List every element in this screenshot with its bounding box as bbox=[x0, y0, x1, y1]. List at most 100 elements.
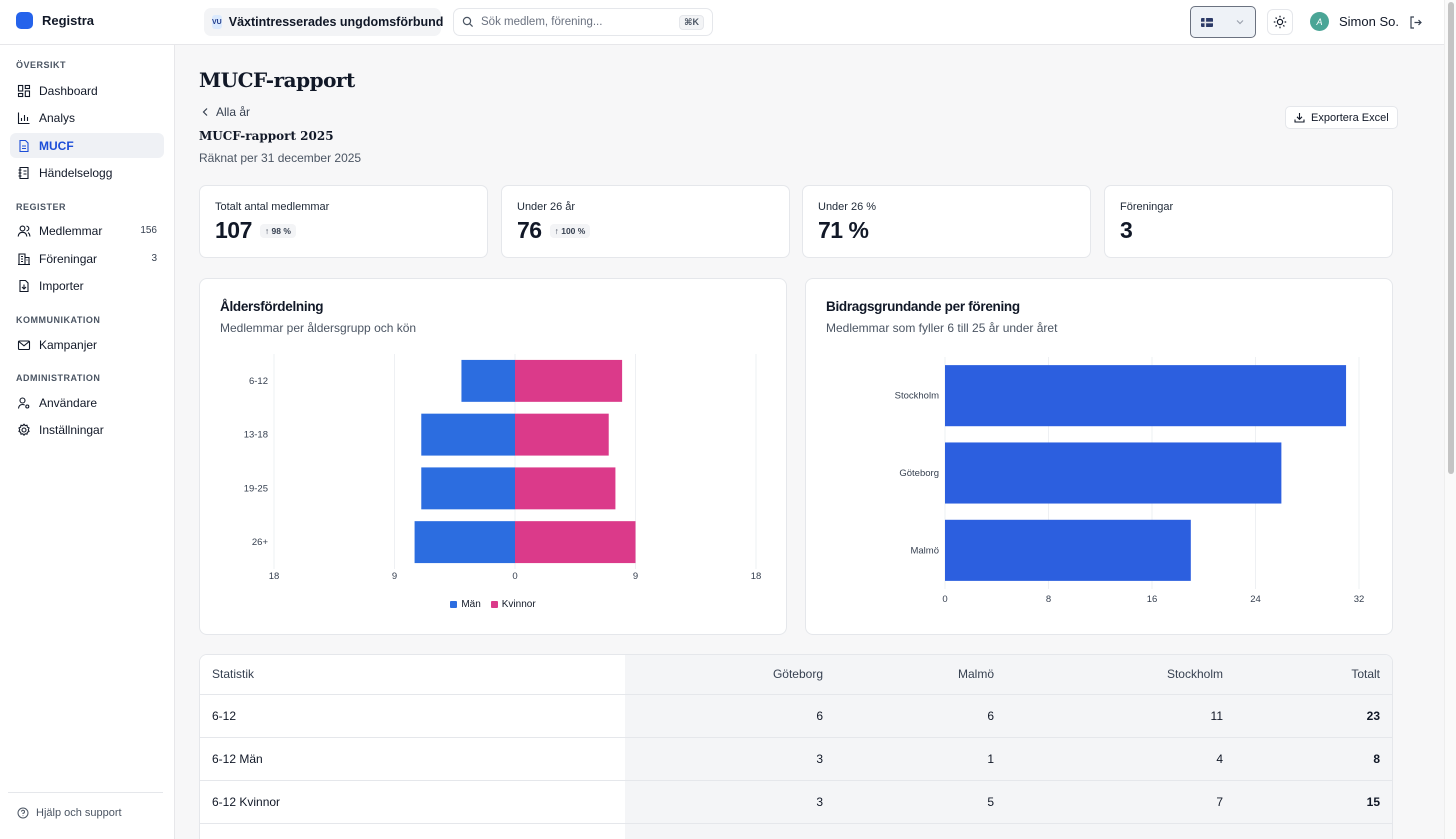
kpi-value: 107 bbox=[215, 217, 252, 243]
section-label-oversikt: ÖVERSIKT bbox=[16, 60, 67, 70]
kpi-total-members: Totalt antal medlemmar 107 ↑ 98 % bbox=[199, 185, 488, 258]
search-input[interactable] bbox=[481, 16, 673, 28]
y-tick-label: Malmö bbox=[910, 545, 939, 556]
bar bbox=[945, 365, 1347, 427]
sidebar-item-foreningar[interactable]: Föreningar 3 bbox=[10, 246, 164, 271]
y-tick-label: 19-25 bbox=[244, 483, 268, 494]
export-excel-button[interactable]: Exportera Excel bbox=[1285, 106, 1398, 129]
app-name: Registra bbox=[42, 13, 95, 28]
table-cell-total: 8 bbox=[1235, 737, 1392, 781]
logo-mark bbox=[16, 12, 33, 29]
table-cell: 3 bbox=[625, 737, 835, 781]
kpi-label: Under 26 år bbox=[517, 201, 576, 213]
sidebar-item-mucf[interactable]: MUCF bbox=[10, 133, 164, 158]
sidebar: ÖVERSIKT Dashboard Analys MUCF Händelsel… bbox=[0, 45, 175, 839]
chevron-down-icon bbox=[1236, 20, 1244, 25]
sidebar-item-installningar[interactable]: Inställningar bbox=[10, 417, 164, 442]
legend-item-women[interactable]: Kvinnor bbox=[490, 599, 536, 610]
association-bar-chart: 0 8 16 24 32 Stockholm Göteborg Malmö bbox=[895, 357, 1365, 605]
sidebar-item-importer[interactable]: Importer bbox=[10, 273, 164, 298]
scrollbar[interactable] bbox=[1444, 0, 1456, 839]
bar-men bbox=[421, 413, 515, 456]
column-header[interactable]: Totalt bbox=[1235, 655, 1392, 695]
sidebar-item-kampanjer[interactable]: Kampanjer bbox=[10, 332, 164, 357]
bar-women bbox=[515, 467, 616, 510]
kpi-delta-value: 100 % bbox=[561, 225, 586, 236]
x-tick-label: 9 bbox=[392, 571, 397, 582]
column-header[interactable]: Malmö bbox=[835, 655, 1006, 695]
y-tick-label: 13-18 bbox=[244, 430, 268, 441]
table-row: 6-12 Kvinnor 3 5 7 15 bbox=[200, 780, 1392, 824]
bar bbox=[945, 442, 1282, 504]
chart-subtitle: Medlemmar per åldersgrupp och kön bbox=[220, 321, 417, 335]
help-circle-icon bbox=[17, 807, 29, 819]
sidebar-item-label: Kampanjer bbox=[39, 337, 98, 352]
sun-icon bbox=[1273, 15, 1287, 29]
kpi-value: 3 bbox=[1120, 217, 1133, 243]
statistics-table-card: Statistik Göteborg Malmö Stockholm Total… bbox=[199, 654, 1393, 839]
grid-icon bbox=[17, 84, 31, 97]
kpi-delta-value: 98 % bbox=[271, 225, 291, 236]
bar-women bbox=[515, 359, 623, 402]
association-chart-card: 0 8 16 24 32 Stockholm Göteborg Malmö Bidragsgr… bbox=[805, 278, 1393, 635]
kpi-value: 76 bbox=[517, 217, 542, 243]
y-tick-label: Göteborg bbox=[899, 468, 939, 479]
bar-women bbox=[515, 521, 636, 564]
language-select[interactable] bbox=[1190, 6, 1256, 38]
sidebar-item-dashboard[interactable]: Dashboard bbox=[10, 78, 164, 103]
help-support-link[interactable]: Hjälp och support bbox=[8, 792, 163, 819]
bar bbox=[945, 519, 1191, 581]
column-header[interactable]: Statistik bbox=[200, 655, 625, 695]
legend-label: Män bbox=[461, 599, 481, 610]
sidebar-item-anvandare[interactable]: Användare bbox=[10, 390, 164, 415]
table-cell: 7 bbox=[1006, 780, 1235, 824]
table-cell: 6-12 Män bbox=[200, 737, 625, 781]
x-tick-label: 32 bbox=[1354, 594, 1365, 605]
bar-men bbox=[414, 521, 515, 564]
x-tick-label: 16 bbox=[1147, 594, 1158, 605]
chart-legend: Män Kvinnor bbox=[200, 599, 786, 610]
report-title: MUCF-rapport 2025 bbox=[199, 129, 334, 143]
logout-icon[interactable] bbox=[1408, 15, 1423, 30]
sidebar-item-label: Användare bbox=[39, 395, 98, 410]
sidebar-item-label: Föreningar bbox=[39, 251, 98, 266]
kpi-under-26-percent: Under 26 % 71 % bbox=[802, 185, 1091, 258]
table-row: 6-12 Män 3 1 4 8 bbox=[200, 737, 1392, 781]
user-menu[interactable]: A Simon So... bbox=[1310, 12, 1399, 31]
sidebar-item-analys[interactable]: Analys bbox=[10, 105, 164, 130]
legend-item-men[interactable]: Män bbox=[450, 599, 481, 610]
page-title: MUCF-rapport bbox=[199, 68, 355, 92]
theme-toggle-button[interactable] bbox=[1267, 9, 1293, 35]
log-icon bbox=[18, 166, 29, 179]
search-box[interactable]: ⌘K bbox=[453, 8, 713, 36]
sidebar-item-label: MUCF bbox=[39, 138, 74, 153]
kpi-delta-badge: ↑ 100 % bbox=[549, 223, 591, 238]
column-header[interactable]: Stockholm bbox=[1006, 655, 1235, 695]
association-count-badge: 3 bbox=[151, 253, 157, 264]
avatar: A bbox=[1310, 12, 1329, 31]
app-logo[interactable]: Registra bbox=[16, 12, 94, 29]
section-label-register: REGISTER bbox=[16, 202, 67, 212]
user-key-icon bbox=[17, 396, 30, 409]
sidebar-item-label: Händelselogg bbox=[39, 165, 113, 180]
kpi-label: Totalt antal medlemmar bbox=[215, 201, 330, 213]
user-name: Simon So... bbox=[1339, 14, 1399, 29]
sidebar-item-medlemmar[interactable]: Medlemmar 156 bbox=[10, 218, 164, 243]
table-cell: 3 bbox=[625, 780, 835, 824]
organization-select[interactable]: VU Växtintresserades ungdomsförbund bbox=[204, 8, 443, 36]
x-tick-label: 18 bbox=[269, 571, 280, 582]
file-icon bbox=[19, 139, 29, 152]
table-cell bbox=[200, 823, 625, 839]
kpi-delta-badge: ↑ 98 % bbox=[259, 223, 296, 238]
chart-title: Åldersfördelning bbox=[220, 299, 324, 314]
age-distribution-card: 18 9 0 9 18 6-12 13-18 19-25 26+ Åldersfördelnin… bbox=[199, 278, 787, 635]
back-link[interactable]: Alla år bbox=[201, 105, 250, 119]
search-icon bbox=[462, 16, 474, 28]
download-icon bbox=[1294, 113, 1305, 123]
table-cell bbox=[1006, 823, 1235, 839]
x-tick-label: 0 bbox=[512, 571, 517, 582]
column-header[interactable]: Göteborg bbox=[625, 655, 835, 695]
scrollbar-thumb[interactable] bbox=[1448, 2, 1454, 474]
sidebar-item-handelselogg[interactable]: Händelselogg bbox=[10, 160, 164, 185]
flag-icon bbox=[1201, 17, 1213, 27]
